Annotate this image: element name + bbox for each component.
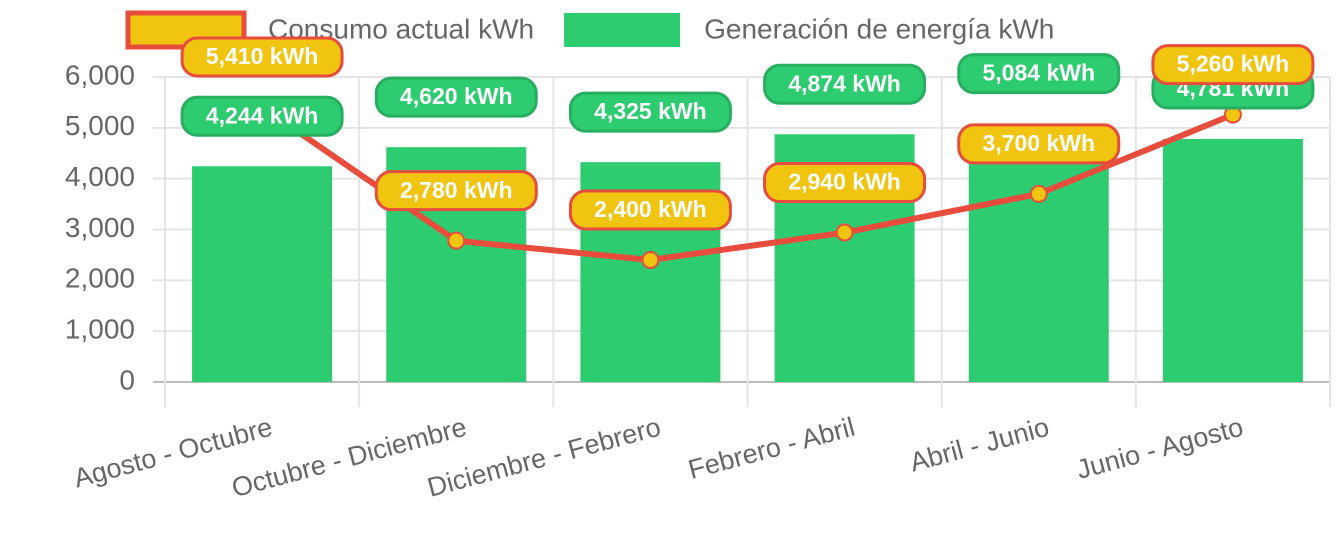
legend-swatch <box>564 13 681 47</box>
y-tick-label: 2,000 <box>65 263 135 294</box>
x-tick-label: Abril - Junio <box>907 412 1052 478</box>
x-tick-label: Junio - Agosto <box>1073 412 1246 485</box>
y-tick-label: 0 <box>119 364 135 395</box>
value-label-bg <box>957 53 1121 95</box>
x-tick-label: Febrero - Abril <box>685 412 858 485</box>
value-label: 3,700 kWh <box>983 130 1096 156</box>
y-tick-label: 3,000 <box>65 212 135 243</box>
line-point <box>447 231 466 250</box>
bar <box>1162 138 1303 382</box>
value-label: 2,780 kWh <box>400 177 513 203</box>
y-tick-label: 6,000 <box>65 59 135 90</box>
value-label: 4,325 kWh <box>594 98 707 124</box>
value-label-bg <box>763 63 927 105</box>
bar <box>192 166 333 382</box>
value-label-bg <box>763 162 927 204</box>
line-point <box>1029 184 1048 203</box>
line-point <box>835 223 854 242</box>
line-point <box>641 251 660 269</box>
bar <box>968 123 1109 383</box>
y-tick-label: 5,000 <box>65 110 135 141</box>
value-label-bg <box>957 123 1121 165</box>
y-tick-label: 1,000 <box>65 314 135 345</box>
value-label: 2,400 kWh <box>594 196 707 222</box>
value-label-bg <box>568 91 732 133</box>
value-label: 5,260 kWh <box>1177 51 1290 77</box>
value-label-bg <box>374 170 538 212</box>
value-label-bg <box>374 76 538 118</box>
value-label: 4,874 kWh <box>788 70 901 96</box>
value-label: 4,620 kWh <box>400 83 513 109</box>
value-label-bg <box>1151 44 1315 86</box>
line <box>260 104 1235 264</box>
value-label-bg <box>180 95 344 137</box>
y-tick-label: 4,000 <box>65 161 135 192</box>
value-label: 4,244 kWh <box>206 102 319 128</box>
value-label: 5,084 kWh <box>983 60 1096 86</box>
value-label: 5,410 kWh <box>206 43 319 69</box>
legend-label: Generación de energía kWh <box>704 13 1054 44</box>
value-label: 2,940 kWh <box>788 169 901 195</box>
value-label-bg <box>568 189 732 231</box>
value-label-bg <box>180 36 344 78</box>
